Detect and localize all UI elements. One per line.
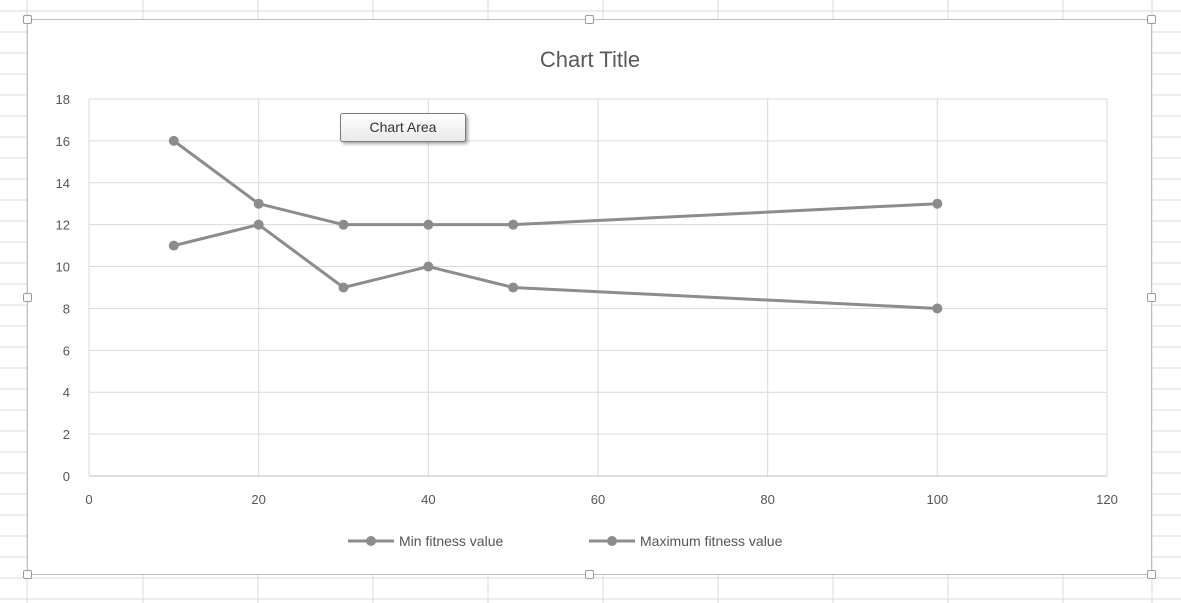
gridlines [88,98,1108,477]
data-point[interactable] [423,261,434,272]
y-tick-label: 12 [56,218,70,233]
data-point[interactable] [253,198,264,209]
y-tick-label: 2 [63,427,70,442]
resize-handle-middle-right[interactable] [1147,293,1156,302]
data-point[interactable] [168,240,179,251]
y-tick-label: 18 [56,92,70,107]
x-tick-label: 40 [421,492,435,507]
y-tick-label: 10 [56,260,70,275]
chart-area[interactable] [23,15,1156,579]
legend-item[interactable]: Min fitness value [348,533,503,549]
y-tick-label: 16 [56,134,70,149]
series-layer [168,135,943,314]
x-tick-label: 120 [1096,492,1118,507]
x-tick-label: 100 [926,492,948,507]
legend-label: Maximum fitness value [640,533,783,549]
series-1[interactable] [168,219,943,314]
legend[interactable]: Min fitness value Maximum fitness value [348,533,783,549]
resize-handle-bottom-left[interactable] [23,570,32,579]
resize-handle-bottom-right[interactable] [1147,570,1156,579]
data-point[interactable] [508,282,519,293]
y-tick-label: 6 [63,343,70,358]
x-tick-label: 60 [591,492,605,507]
data-point[interactable] [253,219,264,230]
data-point[interactable] [423,219,434,230]
x-tick-label: 20 [251,492,265,507]
legend-label: Min fitness value [399,533,503,549]
data-point[interactable] [338,282,349,293]
chart-title[interactable]: Chart Title [540,47,640,72]
data-point[interactable] [932,198,943,209]
series-line[interactable] [173,223,938,310]
data-point[interactable] [508,219,519,230]
series-2[interactable] [168,135,943,230]
data-point[interactable] [338,219,349,230]
x-tick-label: 0 [85,492,92,507]
axes: 0 2 4 6 8 10 12 14 16 18 0 20 40 60 80 100 120 [56,92,1118,507]
x-tick-label: 80 [760,492,774,507]
y-tick-label: 8 [63,301,70,316]
y-tick-label: 0 [63,469,70,484]
chart-area-tooltip: Chart Area [340,113,466,142]
legend-item[interactable]: Maximum fitness value [589,533,783,549]
legend-marker [366,536,376,546]
y-tick-label: 14 [56,176,70,191]
resize-handle-top-left[interactable] [23,15,32,24]
legend-marker [607,536,617,546]
data-point[interactable] [932,303,943,314]
resize-handle-top-right[interactable] [1147,15,1156,24]
resize-handle-top-center[interactable] [585,15,594,24]
y-tick-label: 4 [63,385,70,400]
resize-handle-middle-left[interactable] [23,293,32,302]
series-line[interactable] [172,139,938,227]
data-point[interactable] [168,135,179,146]
resize-handle-bottom-center[interactable] [585,570,594,579]
